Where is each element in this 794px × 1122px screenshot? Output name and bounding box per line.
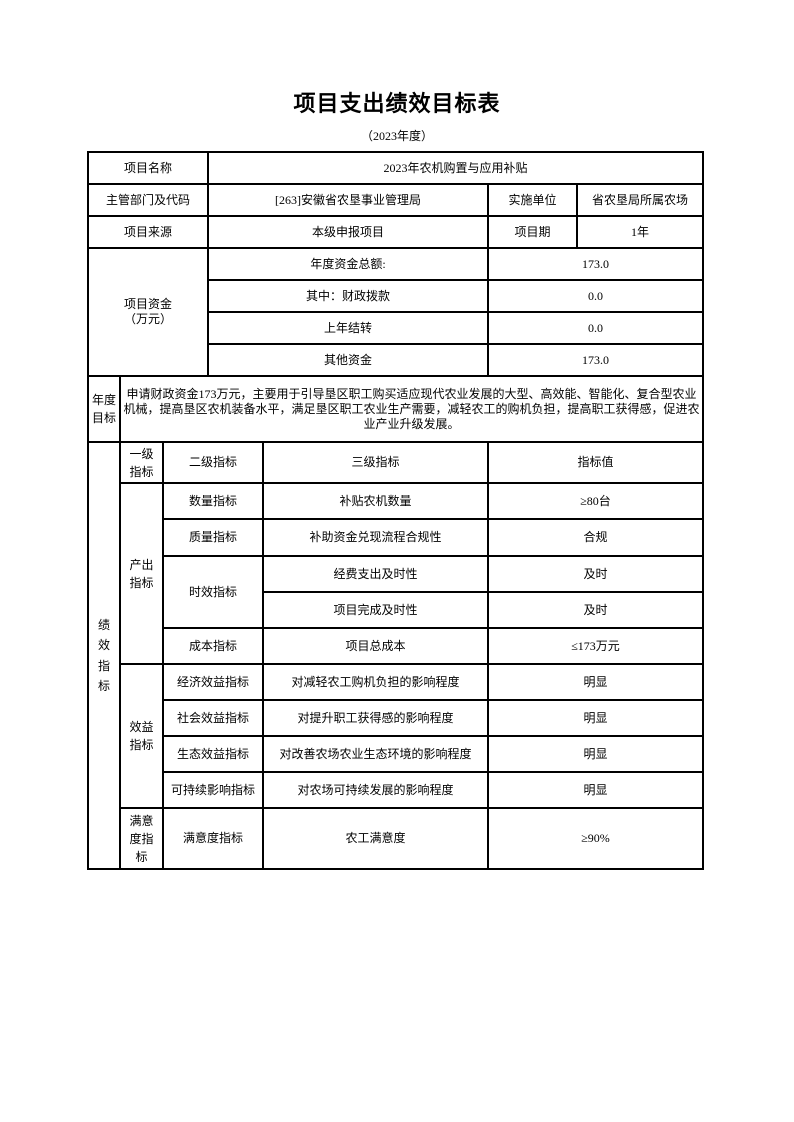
l3-cost: 项目总成本 <box>262 627 489 665</box>
l3-quality: 补助资金兑现流程合规性 <box>262 518 489 557</box>
impl-unit-value: 省农垦局所属农场 <box>575 183 705 217</box>
row-indicator-timeliness-2: 项目完成及时性 及时 <box>88 591 705 629</box>
row-indicator-sustainable: 可持续影响指标 对农场可持续发展的影响程度 明显 <box>88 771 705 809</box>
funds-other-label: 其他资金 <box>207 343 489 377</box>
l3-quantity: 补贴农机数量 <box>262 482 489 520</box>
header-value: 指标值 <box>486 441 705 484</box>
row-indicator-ecological: 生态效益指标 对改善农场农业生态环境的影响程度 明显 <box>88 735 705 773</box>
project-name-label: 项目名称 <box>87 151 209 185</box>
funds-total-value: 173.0 <box>486 247 705 281</box>
annual-goal-text: 申请财政资金173万元，主要用于引导垦区职工购买适应现代农业发展的大型、高效能、… <box>118 375 705 443</box>
l2-sustainable: 可持续影响指标 <box>162 771 264 809</box>
row-indicator-satisfaction: 满意度指标 满意度指标 农工满意度 ≥90% <box>88 807 705 870</box>
row-indicator-header: 绩效指标 一级指标 二级指标 三级指标 指标值 <box>87 441 705 870</box>
group-output-label: 产出指标 <box>119 482 164 665</box>
funds-carryover-value: 0.0 <box>486 311 705 345</box>
annual-goal-label: 年度目标 <box>87 375 121 443</box>
value-satisfaction: ≥90% <box>486 807 705 870</box>
funds-carryover-label: 上年结转 <box>207 311 489 345</box>
funds-fiscal-label: 其中：财政拨款 <box>207 279 489 313</box>
row-indicator-quantity: 产出指标 数量指标 补贴农机数量 ≥80台 <box>88 482 705 665</box>
l2-quality: 质量指标 <box>162 518 264 557</box>
funds-other-value: 173.0 <box>486 343 705 377</box>
row-funds-total: 项目资金 （万元） 年度资金总额: 173.0 <box>87 247 705 377</box>
period-value: 1年 <box>575 215 705 249</box>
value-expense-timeliness: 及时 <box>486 555 705 593</box>
l3-ecological: 对改善农场农业生态环境的影响程度 <box>262 735 489 773</box>
header-level2: 二级指标 <box>162 441 264 484</box>
funds-label: 项目资金 （万元） <box>87 247 209 377</box>
row-funds-fiscal: 其中：财政拨款 0.0 <box>88 279 705 313</box>
funds-label-line2: （万元） <box>123 312 172 326</box>
l3-social: 对提升职工获得感的影响程度 <box>262 699 489 737</box>
l3-satisfaction: 农工满意度 <box>262 807 489 870</box>
row-dept: 主管部门及代码 [263]安徽省农垦事业管理局 实施单位 省农垦局所属农场 <box>87 183 705 217</box>
row-indicator-economic: 效益指标 经济效益指标 对减轻农工购机负担的影响程度 明显 <box>88 663 705 809</box>
dept-value: [263]安徽省农垦事业管理局 <box>207 183 489 217</box>
funds-fiscal-value: 0.0 <box>486 279 705 313</box>
value-cost: ≤173万元 <box>486 627 705 665</box>
project-name-value: 2023年农机购置与应用补贴 <box>206 151 705 185</box>
page-title: 项目支出绩效目标表 <box>293 91 501 116</box>
row-funds-carryover: 上年结转 0.0 <box>88 311 705 345</box>
l2-cost: 成本指标 <box>162 627 264 665</box>
group-benefit-label: 效益指标 <box>119 663 164 809</box>
l2-economic: 经济效益指标 <box>162 663 264 701</box>
row-indicator-quality: 质量指标 补助资金兑现流程合规性 合规 <box>88 518 705 557</box>
group-satisfaction-label: 满意度指标 <box>119 807 164 870</box>
document-page: 项目支出绩效目标表 （2023年度） 项目名称 2023年农机购置与应用补贴 主… <box>87 91 705 870</box>
row-indicator-cost: 成本指标 项目总成本 ≤173万元 <box>88 627 705 665</box>
dept-label: 主管部门及代码 <box>87 183 209 217</box>
l2-ecological: 生态效益指标 <box>162 735 264 773</box>
value-social: 明显 <box>486 699 705 737</box>
value-economic: 明显 <box>486 663 705 701</box>
row-annual-goal: 年度目标 申请财政资金173万元，主要用于引导垦区职工购买适应现代农业发展的大型… <box>87 375 705 443</box>
performance-target-table: 项目名称 2023年农机购置与应用补贴 主管部门及代码 [263]安徽省农垦事业… <box>87 151 705 870</box>
row-source: 项目来源 本级申报项目 项目期 1年 <box>87 215 705 249</box>
header-level3: 三级指标 <box>262 441 489 484</box>
l2-quantity: 数量指标 <box>162 482 264 520</box>
row-indicator-timeliness-1: 时效指标 经费支出及时性 及时 <box>88 555 705 629</box>
source-value: 本级申报项目 <box>207 215 489 249</box>
page-subtitle: （2023年度） <box>360 129 433 143</box>
value-ecological: 明显 <box>486 735 705 773</box>
row-funds-other: 其他资金 173.0 <box>88 343 705 377</box>
value-quantity: ≥80台 <box>486 482 705 520</box>
row-project-name: 项目名称 2023年农机购置与应用补贴 <box>87 151 705 185</box>
impl-unit-label: 实施单位 <box>487 183 578 217</box>
l3-expense-timeliness: 经费支出及时性 <box>262 555 489 593</box>
funds-total-label: 年度资金总额: <box>207 247 489 281</box>
l2-satisfaction: 满意度指标 <box>162 807 264 870</box>
funds-label-line1: 项目资金 <box>123 297 172 311</box>
l2-timeliness: 时效指标 <box>162 555 264 629</box>
indicators-section-label: 绩效指标 <box>87 441 121 870</box>
value-completion-timeliness: 及时 <box>486 591 705 629</box>
value-sustainable: 明显 <box>486 771 705 809</box>
row-indicator-social: 社会效益指标 对提升职工获得感的影响程度 明显 <box>88 699 705 737</box>
l3-sustainable: 对农场可持续发展的影响程度 <box>262 771 489 809</box>
period-label: 项目期 <box>487 215 578 249</box>
header-level1: 一级指标 <box>119 441 164 484</box>
l3-economic: 对减轻农工购机负担的影响程度 <box>262 663 489 701</box>
l3-completion-timeliness: 项目完成及时性 <box>262 591 489 629</box>
value-quality: 合规 <box>486 518 705 557</box>
source-label: 项目来源 <box>87 215 209 249</box>
l2-social: 社会效益指标 <box>162 699 264 737</box>
